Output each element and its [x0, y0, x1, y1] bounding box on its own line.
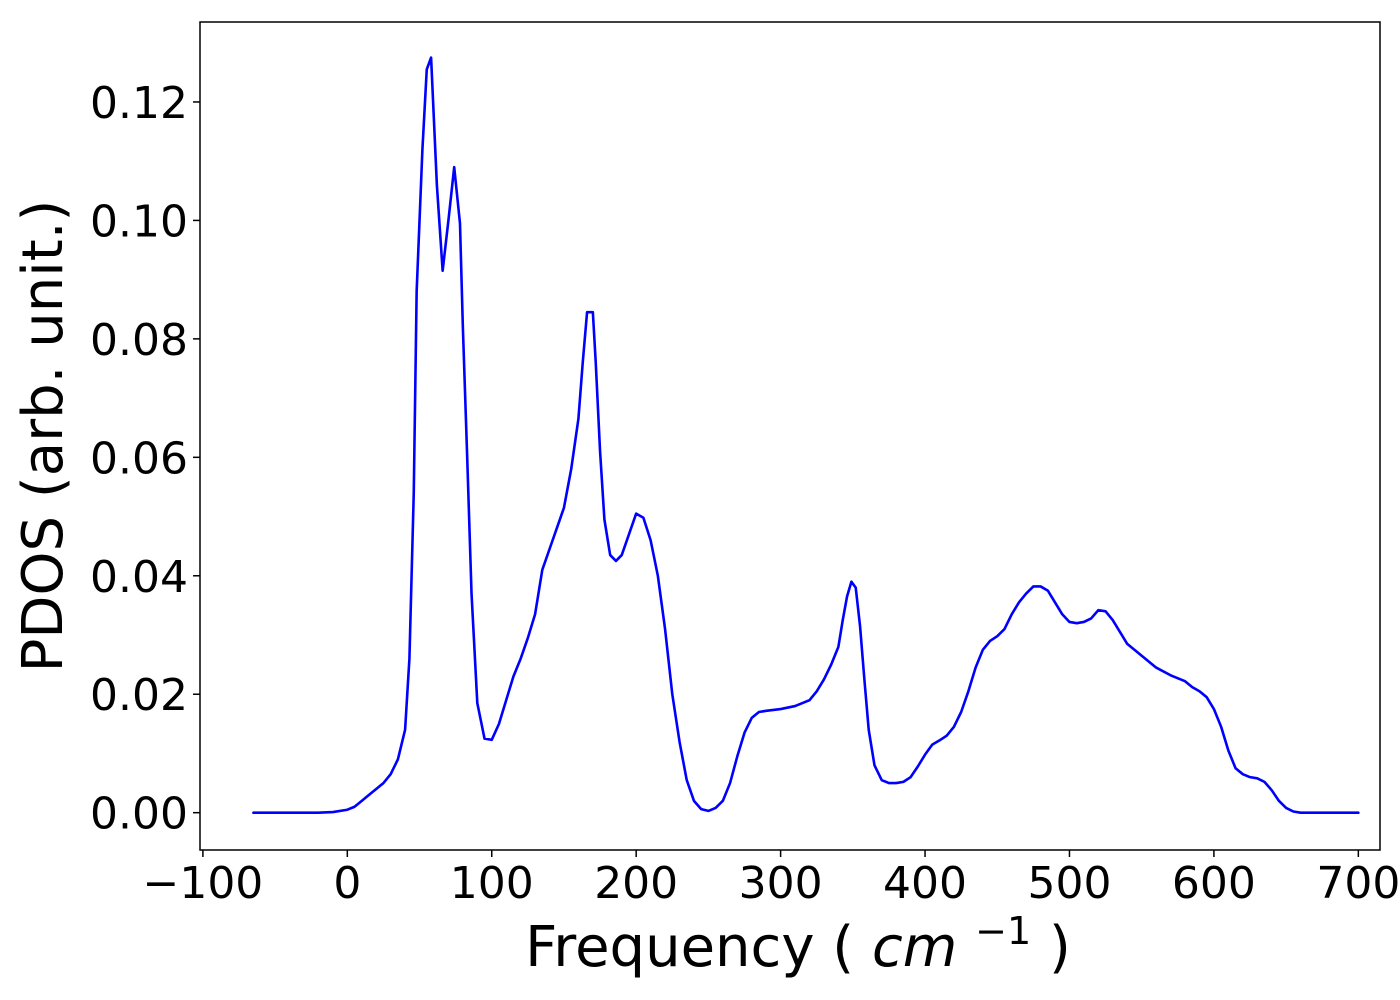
- y-tick-label: 0.08: [90, 315, 188, 366]
- plot-area: [252, 56, 1360, 814]
- pdos-line: [252, 56, 1360, 814]
- x-tick-label: 500: [1027, 858, 1111, 909]
- x-axis: −100 0 100 200 300 400 500 600 700: [142, 850, 1400, 909]
- x-axis-label-close-paren: ): [1049, 915, 1071, 980]
- x-axis-label-text: Frequency: [525, 915, 814, 980]
- x-axis-label-open-paren: (: [832, 915, 854, 980]
- y-tick-label: 0.04: [90, 552, 188, 603]
- y-tick-label: 0.12: [90, 78, 188, 129]
- x-tick-label: 600: [1172, 858, 1256, 909]
- x-tick-label: 0: [333, 858, 361, 909]
- y-tick-label: 0.00: [90, 789, 188, 840]
- y-tick-label: 0.10: [90, 196, 188, 247]
- x-tick-label: −100: [142, 858, 263, 909]
- x-tick-label: 200: [594, 858, 678, 909]
- x-tick-label: 300: [739, 858, 823, 909]
- y-axis: 0.00 0.02 0.04 0.06 0.08 0.10 0.12: [90, 78, 200, 840]
- x-tick-label: 700: [1316, 858, 1400, 909]
- y-tick-label: 0.02: [90, 670, 188, 721]
- x-tick-label: 400: [883, 858, 967, 909]
- y-axis-label: PDOS (arb. unit.): [11, 200, 76, 673]
- x-axis-label: Frequency ( cm −1 ): [525, 893, 1071, 980]
- x-axis-label-unit-exp: −1: [975, 909, 1031, 953]
- axes-frame: [199, 21, 1381, 851]
- x-axis-label-unit-base: cm: [872, 915, 957, 980]
- x-tick-label: 100: [450, 858, 534, 909]
- y-tick-label: 0.06: [90, 433, 188, 484]
